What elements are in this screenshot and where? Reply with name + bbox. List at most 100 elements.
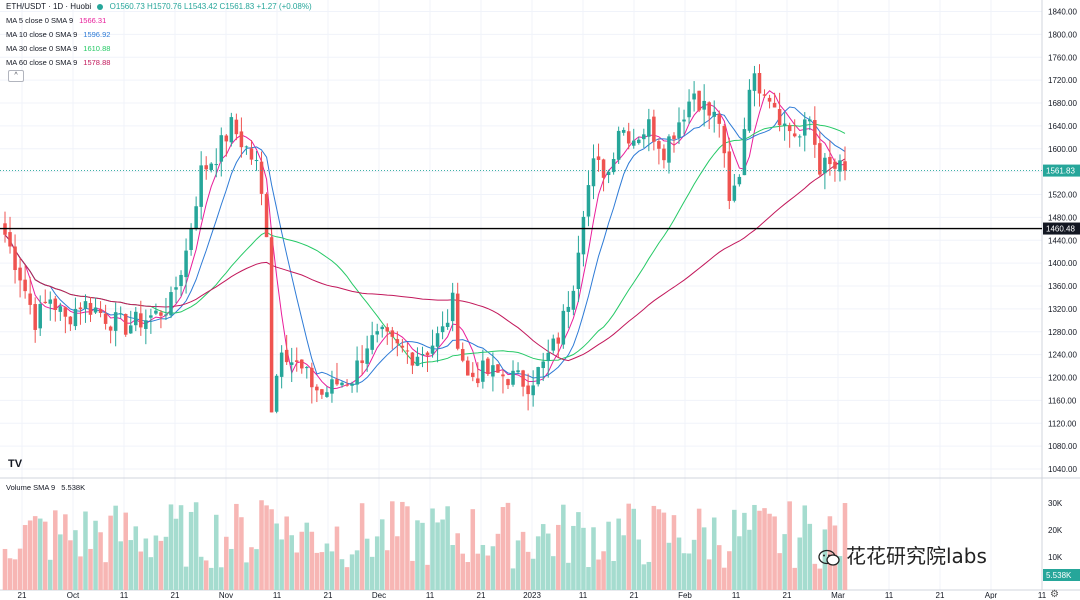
volume-bar <box>123 512 128 590</box>
candle-body <box>300 359 304 369</box>
volume-bar <box>470 509 476 590</box>
candle-body <box>697 90 701 111</box>
candle-body <box>551 338 556 351</box>
volume-last-tag <box>1043 569 1080 581</box>
x-tick-label: 11 <box>120 591 129 599</box>
x-tick-label: 21 <box>936 591 945 599</box>
wechat-icon <box>818 549 840 566</box>
volume-bar <box>842 503 848 590</box>
volume-bar <box>561 504 566 590</box>
volume-bar <box>782 534 787 590</box>
candle-body <box>777 109 782 126</box>
candle-body <box>239 131 244 148</box>
candle-body <box>375 331 379 335</box>
volume-bar <box>706 559 712 590</box>
volume-bar <box>701 527 707 590</box>
candle-body <box>843 161 847 171</box>
ma5-legend[interactable]: MA 5 close 0 SMA 9 1566.31 <box>6 16 106 25</box>
chart-header: ETH/USDT · 1D · Huobi O1560.73 H1570.76 … <box>6 2 316 11</box>
candle-body <box>184 250 188 278</box>
ma60-legend[interactable]: MA 60 close 0 SMA 9 1578.88 <box>6 58 110 67</box>
volume-bar <box>239 517 244 590</box>
collapse-legend-button[interactable]: ^ <box>8 70 24 82</box>
gear-icon[interactable]: ⚙ <box>1050 589 1059 600</box>
volume-bar <box>208 567 214 590</box>
candle-body <box>174 287 178 290</box>
candle-body <box>647 119 651 137</box>
candle-body <box>179 274 183 287</box>
volume-bar <box>490 546 496 590</box>
x-tick-label: 11 <box>579 591 588 599</box>
candle-body <box>621 129 626 133</box>
candle-body <box>234 119 239 135</box>
volume-bar <box>822 529 828 590</box>
volume-bar <box>661 512 667 590</box>
watermark: 花花研究院labs <box>818 540 987 569</box>
candle-body <box>450 292 455 322</box>
candle-body <box>149 315 153 318</box>
ma60-line <box>4 158 846 362</box>
candle-body <box>264 193 269 238</box>
candle-body <box>33 304 37 330</box>
volume-bar <box>289 535 294 590</box>
candle-body <box>209 163 213 170</box>
volume-bar <box>696 508 702 590</box>
volume-bar <box>586 567 591 590</box>
candle-body <box>415 356 420 366</box>
volume-bar <box>183 566 189 590</box>
y-tick-label: 1600.00 <box>1048 145 1077 154</box>
volume-bar <box>254 549 259 590</box>
volume-bar <box>203 560 209 590</box>
x-tick-label: Nov <box>219 591 233 599</box>
candle-body <box>108 326 113 331</box>
volume-bar <box>551 556 556 590</box>
candle-body <box>169 292 173 316</box>
candle-body <box>8 232 12 247</box>
candle-body <box>325 392 329 397</box>
volume-bar <box>711 517 717 590</box>
candle-body <box>445 322 450 327</box>
candle-body <box>732 185 737 201</box>
volume-legend[interactable]: Volume SMA 9 5.538K <box>6 483 85 492</box>
candle-body <box>486 358 490 374</box>
volume-bar <box>259 500 264 590</box>
volume-bar <box>219 567 224 590</box>
volume-bar <box>430 508 435 590</box>
volume-bar <box>32 516 38 590</box>
volume-bar <box>369 556 375 590</box>
x-tick-label: 21 <box>630 591 639 599</box>
volume-tick-label: 10K <box>1048 553 1063 562</box>
y-tick-label: 1280.00 <box>1048 328 1077 337</box>
volume-bar <box>601 551 606 590</box>
candle-body <box>511 370 515 385</box>
x-tick-label: 11 <box>885 591 894 599</box>
volume-bar <box>656 509 662 590</box>
volume-bar <box>385 550 390 590</box>
tradingview-logo: TV <box>8 458 23 470</box>
ma30-legend[interactable]: MA 30 close 0 SMA 9 1610.88 <box>6 44 110 53</box>
volume-bar <box>314 552 320 590</box>
candle-body <box>355 360 359 385</box>
candle-body <box>430 345 435 354</box>
candle-body <box>672 135 676 140</box>
volume-bar <box>178 505 184 590</box>
y-tick-label: 1120.00 <box>1048 419 1077 428</box>
volume-bar <box>646 561 652 590</box>
candle-body <box>78 307 83 310</box>
candle-body <box>365 348 369 364</box>
y-tick-label: 1680.00 <box>1048 99 1077 108</box>
volume-bar <box>244 562 249 590</box>
candle-body <box>596 156 601 160</box>
candle-body <box>400 345 405 348</box>
candle-body <box>43 301 47 304</box>
volume-bar <box>515 540 521 590</box>
volume-bar <box>395 536 400 590</box>
volume-bar <box>425 564 430 590</box>
ma10-legend[interactable]: MA 10 close 0 SMA 9 1596.92 <box>6 30 110 39</box>
candle-body <box>808 119 812 122</box>
x-tick-label: Feb <box>678 591 692 599</box>
volume-bar <box>103 562 108 590</box>
candle-body <box>561 310 566 345</box>
volume-bar <box>37 518 43 590</box>
